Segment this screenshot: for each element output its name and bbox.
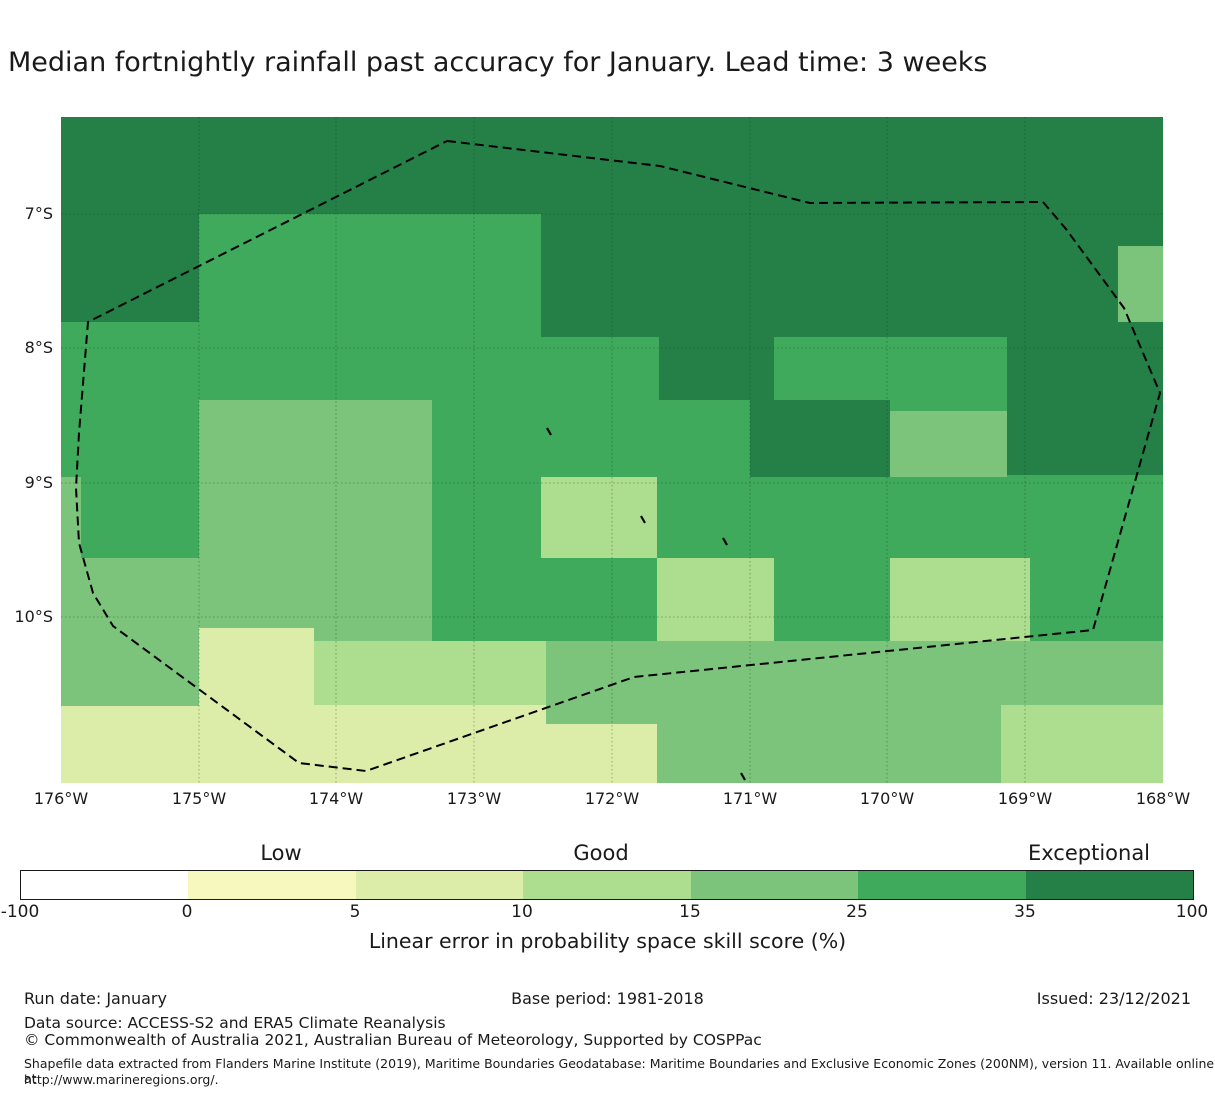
skill-cell xyxy=(199,400,432,641)
footer-row: Run date: January Base period: 1981-2018… xyxy=(0,989,1215,1009)
island-mark xyxy=(640,515,646,524)
x-tick-label: 175°W xyxy=(171,789,227,808)
skill-cell xyxy=(199,628,314,783)
colorbar-segment xyxy=(1025,871,1193,899)
skill-cell xyxy=(314,705,546,783)
colorbar-tick-label: 25 xyxy=(846,902,868,922)
skill-cell xyxy=(314,641,546,705)
colorbar-tick-label: 5 xyxy=(349,902,361,922)
skill-cell xyxy=(890,558,1030,641)
x-tick-label: 170°W xyxy=(859,789,915,808)
colorbar-segment xyxy=(523,871,691,899)
y-tick-label: 7°S xyxy=(24,204,53,223)
x-tick-label: 172°W xyxy=(584,789,640,808)
island-mark xyxy=(740,772,746,781)
skill-cell xyxy=(546,724,657,783)
skill-cell xyxy=(1118,214,1163,246)
colorbar-segment xyxy=(188,871,356,899)
skill-cell xyxy=(1001,705,1163,783)
skill-cell xyxy=(61,117,1163,214)
colorbar-tick-label: 15 xyxy=(679,902,701,922)
x-tick-label: 173°W xyxy=(446,789,502,808)
shapefile-note-line2: http://www.marineregions.org/. xyxy=(24,1072,219,1087)
copyright-text: © Commonwealth of Australia 2021, Austra… xyxy=(24,1031,762,1049)
skill-cell xyxy=(61,214,199,322)
colorbar-segment xyxy=(690,871,859,899)
skill-cell xyxy=(61,706,199,783)
x-tick-label: 168°W xyxy=(1135,789,1191,808)
run-date-text: Run date: January xyxy=(24,989,167,1008)
skill-cell xyxy=(657,558,774,641)
colorbar-category-label: Low xyxy=(260,841,302,865)
colorbar-segment xyxy=(858,871,1026,899)
x-tick-label: 176°W xyxy=(33,789,89,808)
colorbar-segment xyxy=(355,871,524,899)
colorbar-category-label: Exceptional xyxy=(1027,841,1151,865)
shapefile-note-line1: Shapefile data extracted from Flanders M… xyxy=(24,1056,1215,1086)
skill-cell xyxy=(541,477,657,558)
chart-title: Median fortnightly rainfall past accurac… xyxy=(8,47,988,78)
data-source-text: Data source: ACCESS-S2 and ERA5 Climate … xyxy=(24,1014,446,1032)
colorbar-tick-label: -100 xyxy=(0,902,40,922)
skill-heatmap xyxy=(61,117,1163,783)
x-tick-label: 174°W xyxy=(308,789,364,808)
x-tick-label: 169°W xyxy=(997,789,1053,808)
skill-cell xyxy=(890,411,1007,477)
y-tick-label: 10°S xyxy=(14,607,53,626)
colorbar-caption: Linear error in probability space skill … xyxy=(368,929,847,953)
base-period-text: Base period: 1981-2018 xyxy=(511,989,704,1008)
island-mark xyxy=(722,537,728,546)
y-tick-label: 9°S xyxy=(24,473,53,492)
y-tick-label: 8°S xyxy=(24,338,53,357)
x-tick-label: 171°W xyxy=(722,789,778,808)
colorbar xyxy=(20,870,1194,900)
colorbar-tick-label: 10 xyxy=(511,902,533,922)
colorbar-category-label: Good xyxy=(573,841,629,865)
skill-cell xyxy=(1007,337,1118,475)
skill-cell xyxy=(1118,246,1163,322)
skill-cell xyxy=(541,214,1118,337)
colorbar-segment xyxy=(21,871,189,899)
skill-cell xyxy=(659,337,774,400)
colorbar-tick-label: 35 xyxy=(1014,902,1036,922)
issued-date-text: Issued: 23/12/2021 xyxy=(1036,989,1191,1008)
eez-boundary-dashed-line xyxy=(75,140,1161,772)
colorbar-tick-label: 100 xyxy=(1175,902,1209,922)
island-mark xyxy=(546,427,552,436)
map-plot-area xyxy=(61,117,1163,783)
colorbar-tick-label: 0 xyxy=(181,902,193,922)
skill-cell xyxy=(750,400,890,477)
skill-cell xyxy=(61,558,199,641)
